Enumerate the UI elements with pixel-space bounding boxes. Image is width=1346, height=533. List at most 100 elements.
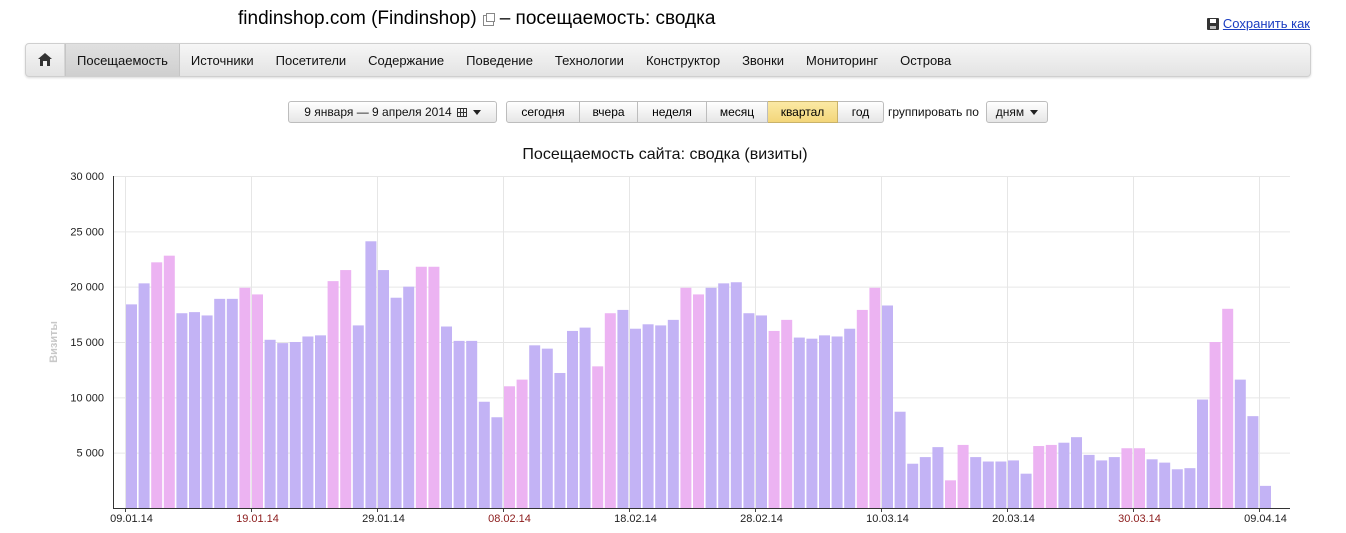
nav-item-technologies[interactable]: Технологии	[554, 52, 624, 68]
bar	[768, 330, 780, 508]
group-by-value: дням	[995, 105, 1025, 119]
bar	[466, 340, 478, 508]
bar	[730, 282, 742, 508]
y-tick-label: 5 000	[76, 448, 104, 460]
bar	[831, 336, 843, 508]
bar	[919, 457, 931, 508]
bar	[378, 270, 389, 508]
bar	[970, 457, 982, 508]
bar	[126, 304, 137, 508]
x-tick-label: 20.03.14	[992, 513, 1035, 525]
bar	[1083, 454, 1095, 508]
period-year-button[interactable]: год	[838, 101, 884, 123]
bar	[793, 337, 805, 508]
bar	[856, 309, 868, 508]
x-tick-label: 10.03.14	[866, 513, 909, 525]
bar	[617, 309, 629, 508]
bar	[516, 379, 528, 508]
bar	[604, 313, 616, 508]
period-today-button[interactable]: сегодня	[506, 101, 580, 123]
bar	[756, 315, 767, 508]
period-month-button[interactable]: месяц	[707, 101, 768, 123]
bar	[1071, 437, 1082, 508]
bar	[491, 417, 503, 508]
bar	[982, 461, 994, 508]
calendar-icon	[456, 107, 467, 117]
bar	[315, 335, 326, 508]
bar	[882, 305, 893, 508]
nav-item-constructor[interactable]: Конструктор	[645, 52, 721, 68]
nav-item-calls[interactable]: Звонки	[742, 52, 785, 68]
bar	[592, 366, 604, 508]
x-tick-label: 28.02.14	[740, 513, 783, 525]
group-by-label: группировать по	[888, 105, 979, 119]
date-range-value: 9 января — 9 апреля 2014	[304, 105, 452, 119]
bar	[151, 262, 163, 508]
bar	[1058, 442, 1070, 508]
bar	[957, 444, 969, 508]
bar	[239, 287, 251, 508]
period-week-button[interactable]: неделя	[638, 101, 707, 123]
save-as[interactable]: Сохранить как	[1206, 16, 1310, 31]
dropdown-arrow-icon	[472, 109, 481, 115]
nav-item-visitors[interactable]: Посетители	[275, 52, 347, 68]
nav-item-content[interactable]: Содержание	[368, 52, 445, 68]
title-suffix: – посещаемость: сводка	[499, 8, 716, 29]
bar	[1008, 460, 1019, 508]
floppy-disk-icon	[1206, 17, 1219, 30]
bar	[214, 298, 226, 508]
bar	[869, 287, 881, 508]
date-range-picker[interactable]: 9 января — 9 апреля 2014	[288, 101, 497, 123]
bar	[302, 336, 314, 508]
period-quarter-button[interactable]: квартал	[768, 101, 838, 123]
y-tick-label: 15 000	[70, 337, 104, 349]
bar	[806, 338, 818, 508]
bar	[1159, 462, 1171, 508]
save-as-link[interactable]: Сохранить как	[1222, 16, 1310, 31]
bar	[642, 324, 654, 508]
bar	[1108, 457, 1120, 508]
period-yesterday-button[interactable]: вчера	[580, 101, 638, 123]
bar	[743, 313, 755, 508]
bar	[1171, 469, 1183, 508]
bar	[945, 480, 956, 508]
bar	[403, 286, 415, 508]
new-window-icon[interactable]	[482, 12, 495, 26]
group-by-select[interactable]: дням	[986, 101, 1048, 123]
bar	[390, 297, 402, 508]
x-tick-label: 30.03.14	[1118, 513, 1161, 525]
nav-item-sources[interactable]: Источники	[190, 52, 254, 68]
y-tick-label: 10 000	[70, 392, 104, 404]
bar	[1033, 446, 1045, 508]
bar	[340, 270, 352, 508]
bar	[1260, 485, 1271, 508]
bar	[226, 298, 238, 508]
bar	[932, 447, 944, 508]
bar	[163, 255, 175, 508]
chart-title: Посещаемость сайта: сводка (визиты)	[522, 146, 808, 163]
bar	[655, 325, 667, 508]
bar	[819, 335, 830, 508]
bar	[289, 342, 301, 508]
bar	[1247, 416, 1259, 508]
bar	[504, 386, 515, 508]
y-axis-title: Визиты	[48, 321, 60, 363]
nav-item-behavior[interactable]: Поведение	[466, 52, 533, 68]
y-tick-label: 25 000	[70, 226, 104, 238]
nav-item-attendance[interactable]: Посещаемость	[65, 44, 180, 76]
bar	[1020, 473, 1032, 508]
bar	[138, 283, 150, 508]
bar	[327, 281, 339, 508]
bar	[478, 401, 490, 508]
nav-item-monitoring[interactable]: Мониторинг	[806, 52, 879, 68]
home-button[interactable]	[26, 44, 65, 76]
x-tick-label: 19.01.14	[236, 513, 279, 525]
bar	[995, 461, 1007, 508]
x-tick-label: 18.02.14	[614, 513, 657, 525]
page-title: findinshop.com (Findinshop) – посещаемос…	[238, 8, 715, 30]
bar	[365, 241, 377, 509]
bar	[189, 312, 200, 508]
bar	[894, 411, 906, 508]
nav-item-islands[interactable]: Острова	[900, 52, 952, 68]
